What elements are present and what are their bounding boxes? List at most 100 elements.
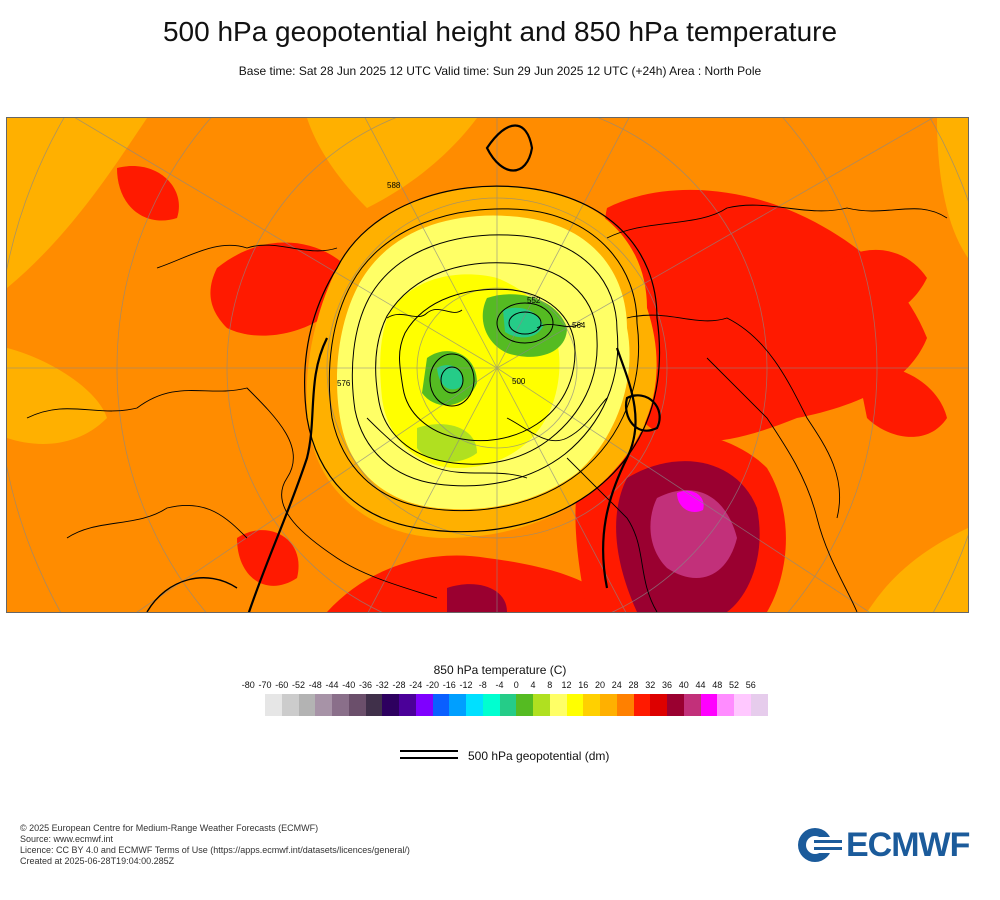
temperature-swatch [750,694,768,716]
contour-label: 564 [572,321,586,330]
temperature-patch [827,249,927,318]
temperature-swatch [499,694,517,716]
temperature-patch [650,490,737,578]
temperature-tick-label: -60 [275,680,289,690]
temperature-swatch [700,694,718,716]
contour-label: 588 [387,181,401,190]
temperature-tick-label: -24 [409,680,423,690]
temperature-tick-label: -16 [442,680,456,690]
temperature-tick-label: 40 [678,680,689,690]
contour-legend-line [400,750,458,764]
temperature-tick-label: -40 [342,680,356,690]
temperature-swatch [600,694,617,716]
contour-label: 500 [512,377,526,386]
temperature-swatch [683,694,701,716]
temperature-tick-label: 28 [628,680,639,690]
temperature-swatch [633,694,651,716]
temperature-tick-label: 12 [561,680,572,690]
temperature-tick-label: 48 [712,680,723,690]
temperature-patch [117,166,179,221]
temperature-swatch [533,694,550,716]
contour-label: 576 [337,379,351,388]
temperature-band [7,348,107,444]
temperature-legend-title: 850 hPa temperature (C) [433,663,567,677]
temperature-swatch [365,694,383,716]
temperature-swatch [315,694,332,716]
temperature-swatch [583,694,600,716]
temperature-tick-label: -44 [325,680,339,690]
ecmwf-logo[interactable]: ECMWF [796,826,986,864]
temperature-swatch [332,694,349,716]
temperature-tick-label: -48 [308,680,322,690]
geopotential-contours [146,124,661,612]
temperature-tick-label: 0 [513,680,519,690]
contour-label: 552 [527,296,541,305]
temperature-swatch [650,694,667,716]
temperature-tick-label: 36 [661,680,672,690]
temperature-swatch [566,694,584,716]
temperature-swatch [399,694,416,716]
graticule [7,118,968,612]
temperature-tick-label: -52 [291,680,305,690]
temperature-tick-label: -20 [425,680,439,690]
temperature-swatch [298,694,316,716]
temperature-swatch [717,694,734,716]
temperature-tick-label: 32 [645,680,656,690]
temperature-band [867,528,968,612]
temperature-swatch [449,694,466,716]
temperature-swatch [482,694,500,716]
ecmwf-logo-icon [798,828,842,862]
temperature-tick-label: 52 [728,680,739,690]
temperature-tick-labels: -80 -70 -60 -52 -48 -44 -40 -36 -32 -28 -24 -20 -16-… [240,680,760,692]
temperature-swatch [432,694,450,716]
temperature-patch [677,490,704,513]
temperature-tick-label: 44 [695,680,706,690]
footer-line: © 2025 European Centre for Medium-Range … [20,823,319,833]
temperature-tick-label: -36 [358,680,372,690]
temperature-patch [604,189,927,442]
temperature-tick-label: -80 [241,680,255,690]
chart-subtitle: Base time: Sat 28 Jun 2025 12 UTC Valid … [238,64,762,78]
temperature-swatch [466,694,483,716]
temperature-tick-label: -8 [478,680,487,690]
temperature-swatch [415,694,433,716]
temperature-tick-label: 8 [547,680,553,690]
coastlines [26,204,948,612]
temperature-tick-label: -4 [495,680,504,690]
temperature-patch [447,584,507,612]
footer-line: Source: www.ecmwf.int [20,834,114,844]
temperature-patch [857,365,947,437]
temperature-tick-label: -70 [258,680,272,690]
footer-line: Created at 2025-06-28T19:04:00.285Z [20,856,175,866]
temperature-swatch [348,694,366,716]
temperature-tick-label: -12 [459,680,473,690]
temperature-swatches [265,694,768,716]
temperature-swatch [667,694,684,716]
temperature-swatch [734,694,751,716]
footer-line: Licence: CC BY 4.0 and ECMWF Terms of Us… [20,845,410,855]
temperature-tick-label: -32 [375,680,389,690]
temperature-swatch [616,694,634,716]
contour-legend: 500 hPa geopotential (dm) [400,748,660,766]
chart-title: 500 hPa geopotential height and 850 hPa … [162,16,838,47]
footer-credits: © 2025 European Centre for Medium-Range … [20,823,410,867]
temperature-tick-label: 20 [594,680,605,690]
temperature-color-scale: -80 -70 -60 -52 -48 -44 -40 -36 -32 -28 -24 -20 -16-… [240,680,768,720]
temperature-tick-label: 4 [530,680,536,690]
temperature-band [307,118,477,208]
map-panel[interactable]: 500 552 564 576 588 [6,117,969,613]
temperature-swatch [265,694,282,716]
temperature-patch [327,555,617,612]
ecmwf-logo-text: ECMWF [846,826,970,864]
temperature-tick-label: 56 [745,680,756,690]
temperature-tick-label: 16 [578,680,589,690]
temperature-swatch [516,694,533,716]
temperature-swatch [281,694,299,716]
temperature-swatch [382,694,399,716]
temperature-swatch [549,694,567,716]
temperature-patch [237,530,299,586]
map-canvas: 500 552 564 576 588 [7,118,968,612]
temperature-tick-label: -28 [392,680,406,690]
temperature-tick-label: 24 [611,680,622,690]
contour-legend-label: 500 hPa geopotential (dm) [468,749,610,763]
